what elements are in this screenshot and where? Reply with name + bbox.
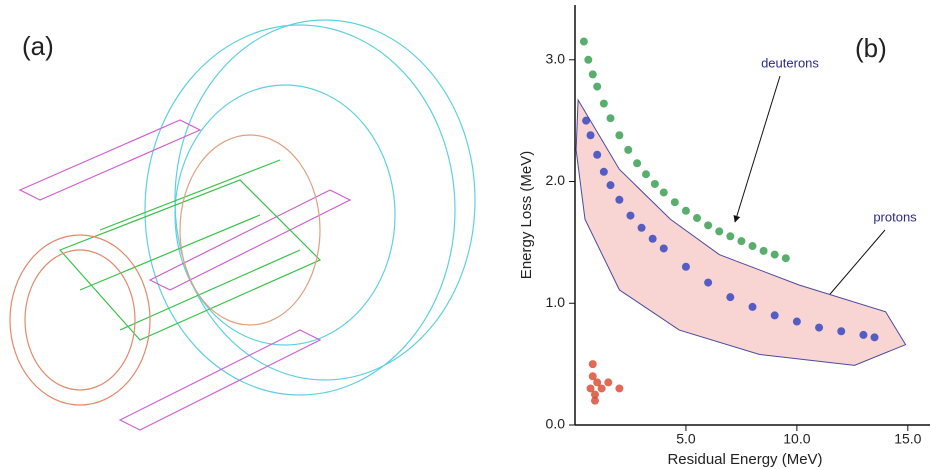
inner-ring: [174, 84, 396, 346]
data-point: [615, 195, 624, 204]
y-axis-title: Energy Loss (MeV): [518, 151, 535, 279]
x-tick-label: 15.0: [894, 431, 921, 447]
annotation: protons: [873, 209, 917, 224]
panel-label: (a): [22, 31, 54, 61]
data-point: [748, 242, 757, 251]
data-point: [615, 131, 624, 140]
data-point: [770, 250, 779, 259]
data-point: [650, 179, 659, 188]
data-point: [599, 167, 608, 176]
y-tick-label: 2.0: [546, 172, 566, 188]
y-tick-label: 3.0: [546, 50, 566, 66]
data-point: [593, 378, 602, 387]
data-point: [604, 378, 613, 387]
data-point: [859, 330, 868, 339]
data-point: [588, 70, 597, 79]
data-point: [588, 372, 597, 381]
arrow: [733, 75, 781, 223]
data-point: [584, 55, 593, 64]
front-ring: [9, 234, 151, 406]
data-point: [837, 327, 846, 336]
data-point: [588, 360, 597, 369]
data-point: [624, 145, 633, 154]
data-point: [593, 150, 602, 159]
data-point: [599, 99, 608, 108]
data-point: [637, 223, 646, 232]
data-point: [693, 214, 702, 223]
arrow: [824, 229, 886, 301]
data-point: [748, 302, 757, 311]
proton-gate: [575, 98, 907, 366]
data-point: [586, 131, 595, 140]
data-point: [586, 384, 595, 393]
x-tick-label: 5.0: [676, 431, 696, 447]
data-point: [597, 384, 606, 393]
data-point: [770, 311, 779, 320]
data-point: [633, 159, 642, 168]
rear-ring: [179, 134, 321, 326]
data-point: [759, 246, 768, 255]
x-axis-title: Residual Energy (MeV): [667, 451, 822, 468]
barrel: [58, 179, 322, 341]
x-tick-label: 10.0: [783, 431, 810, 447]
data-point: [582, 116, 591, 125]
detector-drawing: [9, 19, 476, 431]
front-ring: [24, 249, 136, 391]
data-point: [579, 37, 588, 46]
outer-ring: [144, 24, 456, 396]
data-point: [815, 323, 824, 332]
outer-ring: [174, 19, 476, 381]
data-point: [715, 227, 724, 236]
data-point: [870, 333, 879, 342]
data-point: [626, 211, 635, 220]
data-point: [593, 82, 602, 91]
data-point: [659, 188, 668, 197]
data-point: [681, 206, 690, 215]
data-point: [704, 221, 713, 230]
annotation: deuterons: [761, 55, 819, 70]
data-point: [781, 254, 790, 263]
data-point: [590, 396, 599, 405]
data-point: [681, 262, 690, 271]
panel-label: (b): [855, 33, 887, 63]
y-tick-label: 1.0: [546, 294, 566, 310]
y-tick-label: 0.0: [546, 416, 566, 432]
data-point: [737, 237, 746, 246]
data-point: [659, 244, 668, 253]
data-point: [606, 114, 615, 123]
data-point: [606, 181, 615, 190]
support-frame: [18, 119, 352, 431]
data-point: [615, 384, 624, 393]
data-point: [726, 293, 735, 302]
data-point: [726, 232, 735, 241]
data-point: [670, 198, 679, 207]
data-point: [792, 317, 801, 326]
data-point: [642, 170, 650, 179]
data-point: [704, 278, 713, 287]
data-point: [590, 390, 599, 399]
data-point: [648, 234, 657, 243]
